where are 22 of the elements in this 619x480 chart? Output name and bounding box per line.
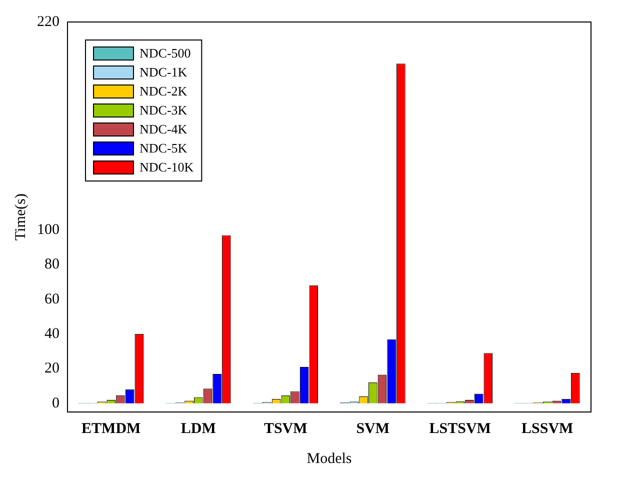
y-tick-label: 100 [37, 222, 60, 238]
x-axis-title: Models [306, 450, 352, 467]
legend-label: NDC-4K [140, 121, 188, 136]
legend-label: NDC-5K [140, 140, 188, 156]
legend-label: NDC-10K [140, 159, 194, 174]
x-tick-label: LSSVM [522, 420, 574, 437]
y-tick-label: 220 [37, 14, 60, 30]
y-tick-label: 20 [44, 360, 60, 377]
y-tick-label: 0 [52, 395, 60, 412]
x-tick-label: LDM [180, 420, 216, 437]
legend-label: NDC-2K [140, 83, 188, 98]
y-tick-label: 40 [44, 326, 60, 342]
x-tick-label: LSTSVM [429, 420, 491, 437]
y-tick-label: 80 [44, 256, 60, 273]
x-tick-label: ETMDM [82, 420, 141, 437]
legend-label: NDC-1K [140, 64, 188, 80]
x-tick-label: SVM [356, 420, 390, 437]
y-axis-title: Time(s) [12, 194, 29, 240]
y-tick-label: 60 [44, 291, 60, 308]
legend-label: NDC-500 [140, 45, 191, 60]
x-tick-label: TSVM [264, 420, 308, 437]
legend-label: NDC-3K [140, 102, 188, 118]
